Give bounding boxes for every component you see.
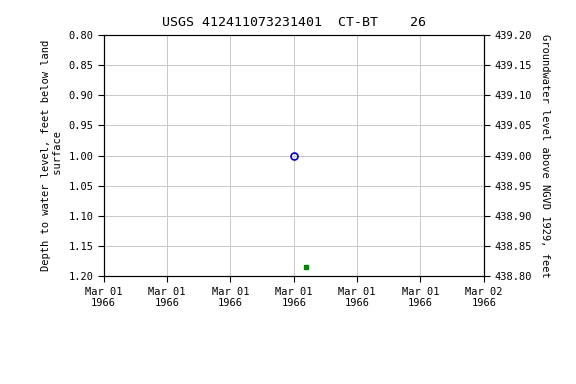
Y-axis label: Depth to water level, feet below land
 surface: Depth to water level, feet below land su… <box>41 40 63 271</box>
Title: USGS 412411073231401  CT-BT    26: USGS 412411073231401 CT-BT 26 <box>162 16 426 29</box>
Y-axis label: Groundwater level above NGVD 1929, feet: Groundwater level above NGVD 1929, feet <box>540 34 550 277</box>
